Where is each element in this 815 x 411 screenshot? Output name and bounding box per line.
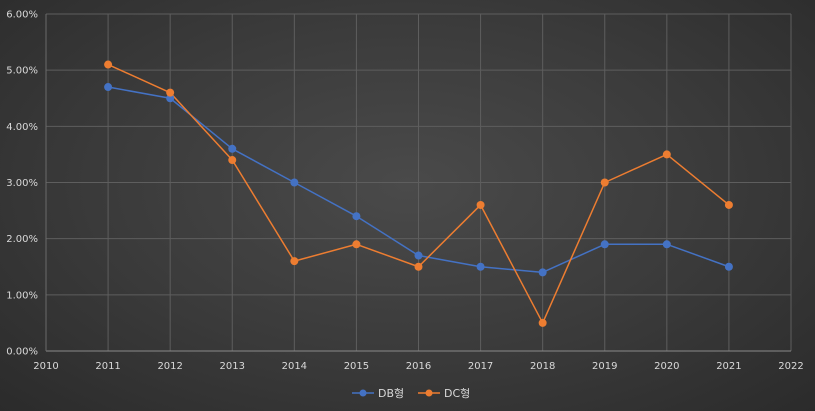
data-point [600,240,609,249]
y-tick-label: 2.00% [6,234,38,245]
x-tick-label: 2020 [654,361,679,372]
y-tick-label: 5.00% [6,66,38,77]
x-axis-ticks: 2010 2011 2012 2013 2014 2015 2016 2017 2018 2019… [33,361,803,372]
data-point [104,60,113,69]
x-tick-label: 2011 [95,361,120,372]
y-tick-label: 0.00% [6,347,38,358]
x-tick-label: 2021 [716,361,741,372]
x-tick-label: 2013 [220,361,245,372]
x-tick-label: 2022 [778,361,803,372]
data-point [476,262,485,271]
data-point [600,178,609,187]
data-point [228,156,237,165]
data-point [724,262,733,271]
legend: DB형 DC형 [352,387,470,400]
data-point [414,251,423,260]
legend-item: DC형 [418,387,470,400]
x-tick-label: 2012 [157,361,182,372]
x-tick-label: 2010 [33,361,58,372]
data-point [290,257,299,266]
data-point [352,240,361,249]
legend-label: DC형 [444,387,470,400]
data-point [662,240,671,249]
data-point [414,262,423,271]
legend-item: DB형 [352,387,404,400]
data-point [352,212,361,221]
legend-swatch-marker [425,389,433,397]
y-axis-ticks: 0.00% 1.00% 2.00% 3.00% 4.00% 5.00% 6.00% [6,10,38,358]
data-point [476,200,485,209]
axes [45,14,791,352]
data-point [228,144,237,153]
data-point [104,83,113,92]
x-tick-label: 2015 [344,361,369,372]
x-tick-label: 2017 [468,361,493,372]
x-tick-label: 2018 [530,361,555,372]
y-tick-label: 3.00% [6,178,38,189]
data-point [166,94,175,103]
y-tick-label: 6.00% [6,10,38,21]
y-tick-label: 4.00% [6,122,38,133]
data-point [538,268,547,277]
data-point [290,178,299,187]
y-tick-label: 1.00% [6,290,38,301]
legend-swatch-marker [359,389,367,397]
x-tick-label: 2019 [592,361,617,372]
data-point [538,318,547,327]
x-tick-label: 2016 [406,361,431,372]
data-point [662,150,671,159]
legend-label: DB형 [378,387,404,400]
grid-lines [46,13,792,351]
x-tick-label: 2014 [282,361,307,372]
data-point [166,88,175,97]
data-point [724,200,733,209]
series-lines [104,60,733,327]
